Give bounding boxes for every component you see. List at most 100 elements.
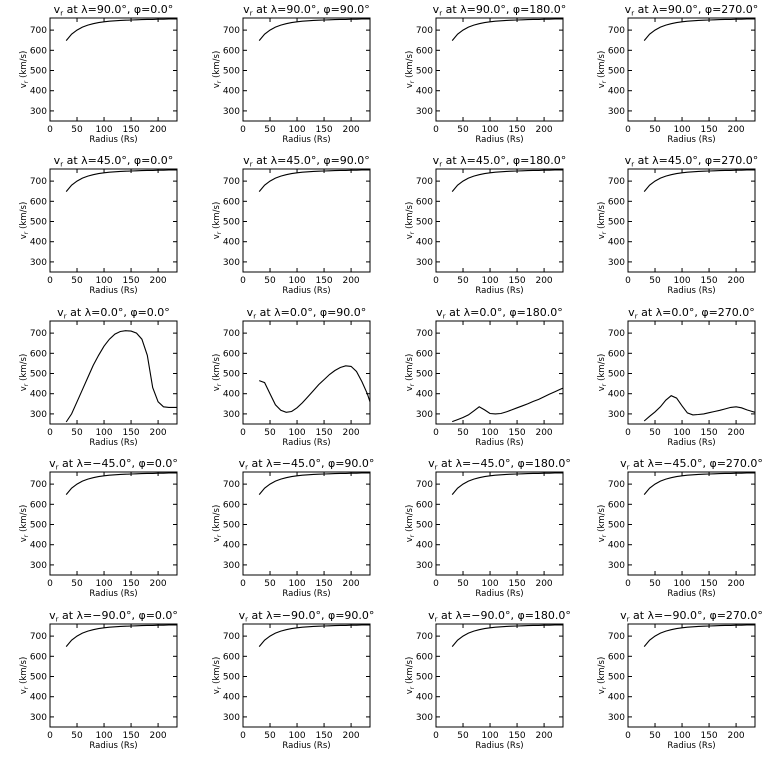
y-tick-label: 700 bbox=[223, 329, 240, 339]
title-sub: r bbox=[631, 161, 634, 169]
plot-frame bbox=[435, 471, 564, 576]
series-line bbox=[452, 387, 564, 423]
y-axis-label: vr (km/s) bbox=[597, 202, 608, 240]
ylabel-sub: r bbox=[22, 231, 30, 234]
y-tick-label: 600 bbox=[223, 197, 240, 207]
y-axis-label: vr (km/s) bbox=[212, 354, 223, 392]
y-tick-label: 300 bbox=[416, 107, 433, 117]
ylabel-unit: (km/s) bbox=[212, 51, 222, 81]
y-tick-label: 600 bbox=[30, 46, 47, 56]
title-rest: at λ=45.0°, φ=270.0° bbox=[634, 154, 758, 167]
x-tick-label: 50 bbox=[457, 276, 469, 286]
y-tick-label: 700 bbox=[30, 632, 47, 642]
x-tick-label: 50 bbox=[264, 276, 276, 286]
x-tick-label: 100 bbox=[481, 125, 498, 135]
ylabel-v: v bbox=[212, 689, 222, 694]
ylabel-v: v bbox=[597, 537, 607, 542]
series-line bbox=[451, 18, 563, 41]
y-tick-label: 500 bbox=[30, 370, 47, 380]
title-rest: at λ=45.0°, φ=90.0° bbox=[253, 154, 370, 167]
x-tick-label: 200 bbox=[535, 125, 552, 135]
ylabel-sub: r bbox=[22, 80, 30, 83]
y-tick-label: 700 bbox=[223, 632, 240, 642]
chart-panel: vr at λ=0.0°, φ=270.0°0 50 100 150 200300400… bbox=[597, 306, 756, 448]
x-tick-label: 100 bbox=[481, 731, 498, 741]
x-tick-label: 0 bbox=[625, 731, 631, 741]
y-tick-label: 700 bbox=[30, 26, 47, 36]
series-line bbox=[65, 18, 177, 41]
chart-title: vr at λ=−45.0°, φ=90.0° bbox=[239, 457, 375, 472]
x-tick-label: 150 bbox=[508, 276, 525, 286]
ylabel-v: v bbox=[597, 234, 607, 239]
plot-frame bbox=[627, 471, 756, 576]
series-line bbox=[258, 624, 370, 647]
ylabel-sub: r bbox=[215, 80, 223, 83]
x-tick-label: 50 bbox=[457, 125, 469, 135]
y-tick-label: 500 bbox=[608, 218, 625, 228]
ylabel-v: v bbox=[405, 537, 415, 542]
x-axis-label: Radius (Rs) bbox=[89, 589, 137, 599]
title-v: v bbox=[49, 457, 56, 470]
chart-title: vr at λ=−45.0°, φ=180.0° bbox=[428, 457, 571, 472]
x-tick-label: 50 bbox=[264, 125, 276, 135]
y-tick-label: 500 bbox=[608, 67, 625, 77]
x-tick-label: 0 bbox=[433, 276, 439, 286]
y-tick-label: 600 bbox=[30, 197, 47, 207]
x-axis-label: Radius (Rs) bbox=[667, 589, 715, 599]
y-tick-label: 500 bbox=[223, 218, 240, 228]
ylabel-v: v bbox=[405, 689, 415, 694]
title-rest: at λ=0.0°, φ=180.0° bbox=[446, 306, 563, 319]
y-tick-label: 700 bbox=[416, 480, 433, 490]
chart-panel: vr at λ=−90.0°, φ=90.0°0 50 100 150 20030040… bbox=[212, 609, 374, 751]
x-tick-label: 150 bbox=[315, 125, 332, 135]
x-tick-label: 100 bbox=[481, 579, 498, 589]
chart-title: vr at λ=−90.0°, φ=0.0° bbox=[49, 609, 178, 624]
x-tick-label: 200 bbox=[727, 276, 744, 286]
y-tick-label: 300 bbox=[608, 713, 625, 723]
x-tick-label: 50 bbox=[649, 731, 661, 741]
title-rest: at λ=−45.0°, φ=270.0° bbox=[629, 457, 762, 470]
title-sub: r bbox=[627, 464, 630, 472]
title-v: v bbox=[428, 609, 435, 622]
y-tick-label: 500 bbox=[416, 673, 433, 683]
title-v: v bbox=[433, 3, 440, 16]
x-tick-label: 0 bbox=[47, 579, 53, 589]
ylabel-unit: (km/s) bbox=[405, 354, 415, 384]
x-tick-label: 150 bbox=[508, 731, 525, 741]
x-tick-label: 150 bbox=[508, 579, 525, 589]
x-tick-label: 200 bbox=[149, 428, 166, 438]
x-tick-label: 200 bbox=[149, 125, 166, 135]
title-rest: at λ=45.0°, φ=180.0° bbox=[442, 154, 566, 167]
title-v: v bbox=[628, 306, 635, 319]
chart-panel: vr at λ=90.0°, φ=90.0°0 50 100 150 200300400… bbox=[212, 3, 371, 145]
y-tick-label: 600 bbox=[608, 652, 625, 662]
x-tick-label: 100 bbox=[95, 428, 112, 438]
x-tick-label: 150 bbox=[315, 579, 332, 589]
x-tick-label: 0 bbox=[433, 428, 439, 438]
title-sub: r bbox=[245, 616, 248, 624]
y-tick-label: 700 bbox=[223, 26, 240, 36]
ylabel-v: v bbox=[597, 386, 607, 391]
x-axis-label: Radius (Rs) bbox=[89, 741, 137, 751]
x-tick-label: 200 bbox=[342, 125, 359, 135]
plot-frame bbox=[49, 471, 178, 576]
x-tick-label: 50 bbox=[71, 579, 83, 589]
x-axis-label: Radius (Rs) bbox=[282, 741, 330, 751]
ylabel-sub: r bbox=[215, 686, 223, 689]
chart-panel: vr at λ=0.0°, φ=0.0°0 50 100 150 20030040050… bbox=[19, 306, 178, 448]
y-tick-label: 500 bbox=[223, 67, 240, 77]
chart-title: vr at λ=−45.0°, φ=270.0° bbox=[620, 457, 763, 472]
x-tick-label: 100 bbox=[95, 731, 112, 741]
x-tick-label: 100 bbox=[673, 276, 690, 286]
x-tick-label: 150 bbox=[700, 428, 717, 438]
title-v: v bbox=[433, 154, 440, 167]
y-tick-label: 600 bbox=[416, 197, 433, 207]
y-tick-label: 600 bbox=[223, 652, 240, 662]
plot-frame bbox=[49, 168, 178, 273]
ylabel-sub: r bbox=[600, 80, 608, 83]
ylabel-unit: (km/s) bbox=[19, 505, 29, 535]
y-axis-label: vr (km/s) bbox=[597, 51, 608, 89]
x-tick-label: 100 bbox=[288, 428, 305, 438]
ylabel-sub: r bbox=[22, 686, 30, 689]
title-sub: r bbox=[635, 313, 638, 321]
